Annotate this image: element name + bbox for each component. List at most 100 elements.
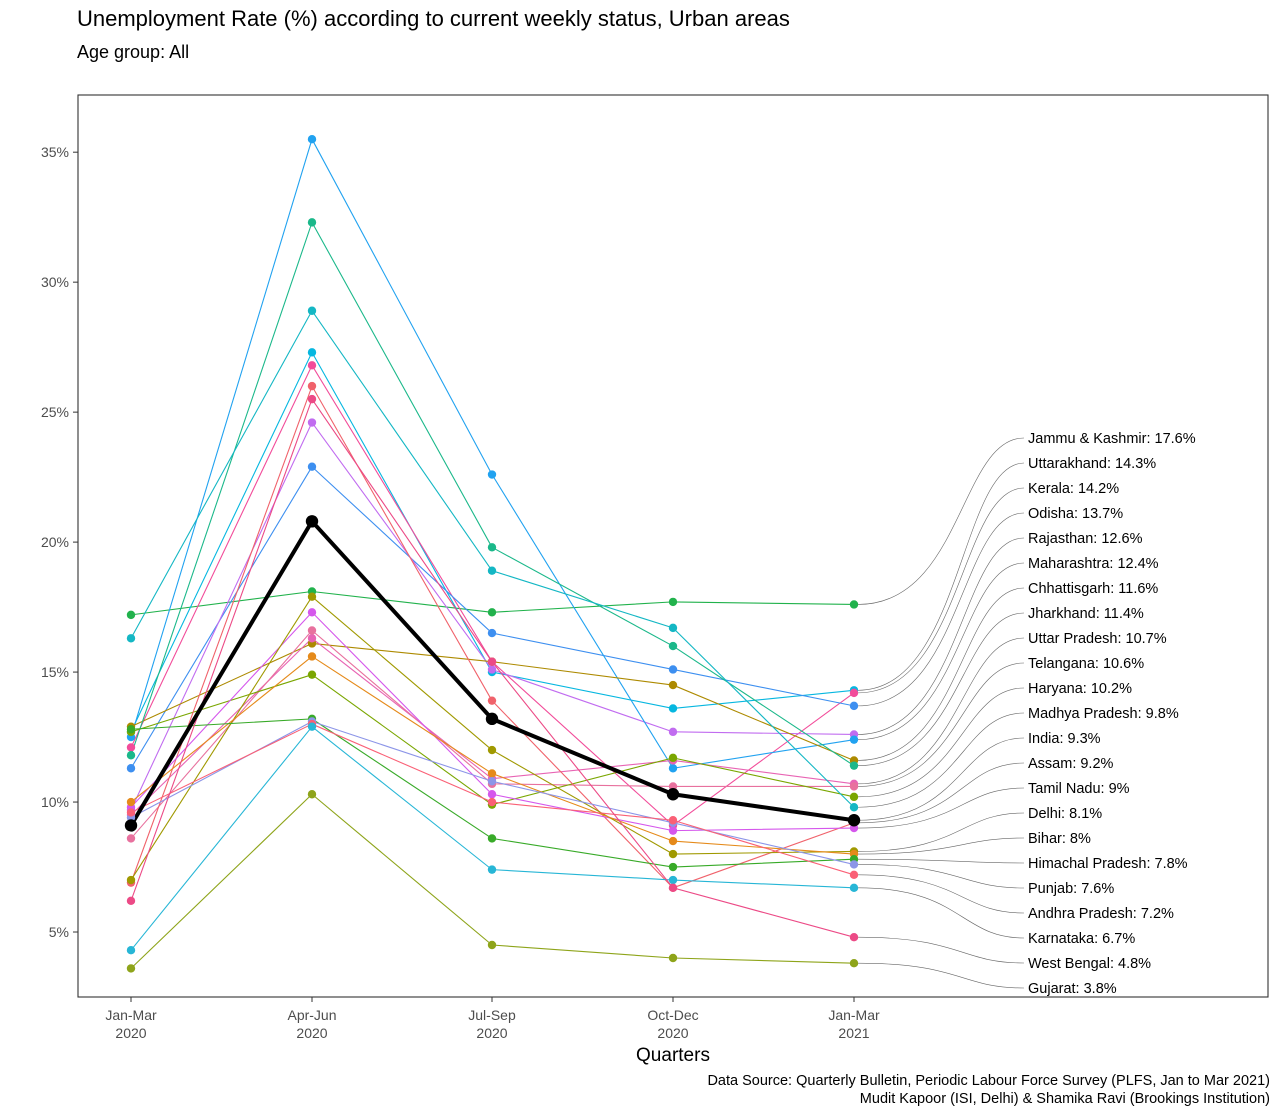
data-point-gujarat-0 xyxy=(126,964,136,973)
data-point-odisha-3 xyxy=(668,665,678,674)
data-point-andhra-pradesh-4 xyxy=(849,870,859,880)
data-point-delhi-3 xyxy=(668,849,678,859)
data-point-kerala-4 xyxy=(849,688,859,698)
data-point-uttar-pradesh-1 xyxy=(307,634,317,643)
data-point-kerala-0 xyxy=(126,743,136,752)
data-point-jharkhand-3 xyxy=(668,641,678,651)
x-tick-label-year: 2020 xyxy=(115,1025,146,1041)
data-point-jammu-and-kashmir-2 xyxy=(487,608,497,617)
data-point-odisha-0 xyxy=(126,764,136,773)
data-point-jharkhand-1 xyxy=(307,218,317,227)
chart-title: Unemployment Rate (%) according to curre… xyxy=(77,6,790,31)
y-tick-label: 15% xyxy=(41,664,69,680)
end-label-maharashtra: Maharashtra: 12.4% xyxy=(1028,556,1159,572)
leader-line-andhra-pradesh xyxy=(857,874,1025,914)
x-tick-label-year: 2020 xyxy=(657,1025,688,1041)
end-label-kerala: Kerala: 14.2% xyxy=(1028,481,1119,497)
data-point-himachal-pradesh-0 xyxy=(126,725,136,734)
end-label-jharkhand: Jharkhand: 11.4% xyxy=(1028,606,1144,622)
data-point-jharkhand-4 xyxy=(849,761,859,770)
data-point-bihar-3 xyxy=(668,836,678,846)
leader-line-india xyxy=(857,737,1025,821)
data-point-jammu-and-kashmir-0 xyxy=(126,610,136,620)
data-point-maharashtra-3 xyxy=(668,764,678,773)
x-tick-label-year: 2021 xyxy=(838,1025,869,1041)
data-point-delhi-0 xyxy=(126,875,136,885)
end-label-punjab: Punjab: 7.6% xyxy=(1028,881,1114,897)
data-point-andhra-pradesh-0 xyxy=(126,808,136,817)
data-point-assam-2 xyxy=(487,696,497,705)
end-label-delhi: Delhi: 8.1% xyxy=(1028,806,1102,822)
data-point-telangana-1 xyxy=(307,626,317,635)
x-tick-label-year: 2020 xyxy=(296,1025,327,1041)
data-point-jharkhand-2 xyxy=(487,543,497,552)
data-point-odisha-2 xyxy=(487,628,497,638)
x-tick-label: Jan-Mar xyxy=(105,1007,157,1023)
data-point-india-3 xyxy=(666,788,680,801)
data-point-punjab-2 xyxy=(487,777,497,786)
data-point-odisha-1 xyxy=(307,462,317,471)
data-point-karnataka-0 xyxy=(126,946,136,955)
data-point-punjab-4 xyxy=(849,860,859,869)
leader-line-tamil-nadu xyxy=(857,787,1025,829)
data-point-karnataka-3 xyxy=(668,875,678,885)
data-point-gujarat-4 xyxy=(849,959,859,968)
data-point-haryana-1 xyxy=(307,670,317,679)
leader-line-punjab xyxy=(857,864,1025,889)
data-point-west-bengal-3 xyxy=(668,883,678,893)
leader-line-chhattisgarh xyxy=(857,587,1025,761)
leader-line-odisha xyxy=(857,512,1025,707)
data-point-delhi-2 xyxy=(487,745,497,755)
data-point-haryana-4 xyxy=(849,792,859,802)
data-point-india-1 xyxy=(305,515,319,528)
y-tick-label: 35% xyxy=(41,144,69,160)
data-point-tamil-nadu-1 xyxy=(307,608,317,617)
data-point-india-4 xyxy=(847,814,861,827)
end-label-uttar-pradesh: Uttar Pradesh: 10.7% xyxy=(1028,631,1167,647)
data-point-haryana-3 xyxy=(668,753,678,763)
data-point-bihar-1 xyxy=(307,652,317,661)
data-point-jharkhand-0 xyxy=(126,751,136,760)
end-label-uttarakhand: Uttarakhand: 14.3% xyxy=(1028,456,1156,472)
data-point-karnataka-2 xyxy=(487,865,497,874)
data-point-india-0 xyxy=(124,819,138,832)
leader-line-haryana xyxy=(857,687,1025,798)
data-point-madhya-pradesh-3 xyxy=(668,623,678,633)
x-tick-label-year: 2020 xyxy=(476,1025,507,1041)
leader-line-assam xyxy=(857,762,1025,824)
leader-line-kerala xyxy=(857,487,1025,694)
data-point-assam-1 xyxy=(307,381,317,391)
data-point-andhra-pradesh-2 xyxy=(487,797,497,807)
leader-line-madhya-pradesh xyxy=(857,712,1025,808)
chart-subtitle: Age group: All xyxy=(77,42,190,62)
leader-line-uttarakhand xyxy=(857,462,1025,691)
data-point-rajasthan-3 xyxy=(668,727,678,737)
data-point-himachal-pradesh-3 xyxy=(668,862,678,872)
data-point-uttarakhand-3 xyxy=(668,704,678,713)
end-label-tamil-nadu: Tamil Nadu: 9% xyxy=(1028,781,1130,797)
data-point-odisha-4 xyxy=(849,701,859,711)
leader-line-rajasthan xyxy=(857,537,1025,735)
data-point-bihar-0 xyxy=(126,797,136,807)
end-label-himachal-pradesh: Himachal Pradesh: 7.8% xyxy=(1028,856,1188,872)
data-point-tamil-nadu-3 xyxy=(668,826,678,835)
leader-line-himachal-pradesh xyxy=(857,858,1025,864)
y-tick-label: 30% xyxy=(41,274,69,290)
leader-line-bihar xyxy=(857,837,1025,855)
end-label-india: India: 9.3% xyxy=(1028,731,1101,747)
end-label-odisha: Odisha: 13.7% xyxy=(1028,506,1123,522)
data-point-rajasthan-1 xyxy=(307,418,317,427)
y-tick-label: 5% xyxy=(49,924,69,940)
data-point-delhi-1 xyxy=(307,592,317,601)
series-line-bihar xyxy=(130,655,855,855)
data-point-tamil-nadu-2 xyxy=(487,790,497,799)
data-point-west-bengal-0 xyxy=(126,896,136,906)
end-label-assam: Assam: 9.2% xyxy=(1028,756,1114,772)
data-point-india-2 xyxy=(485,712,499,726)
data-point-kerala-1 xyxy=(307,361,317,370)
x-tick-label: Jul-Sep xyxy=(468,1007,516,1023)
end-label-haryana: Haryana: 10.2% xyxy=(1028,681,1132,697)
data-point-maharashtra-4 xyxy=(849,735,859,744)
x-tick-label: Apr-Jun xyxy=(287,1007,336,1023)
